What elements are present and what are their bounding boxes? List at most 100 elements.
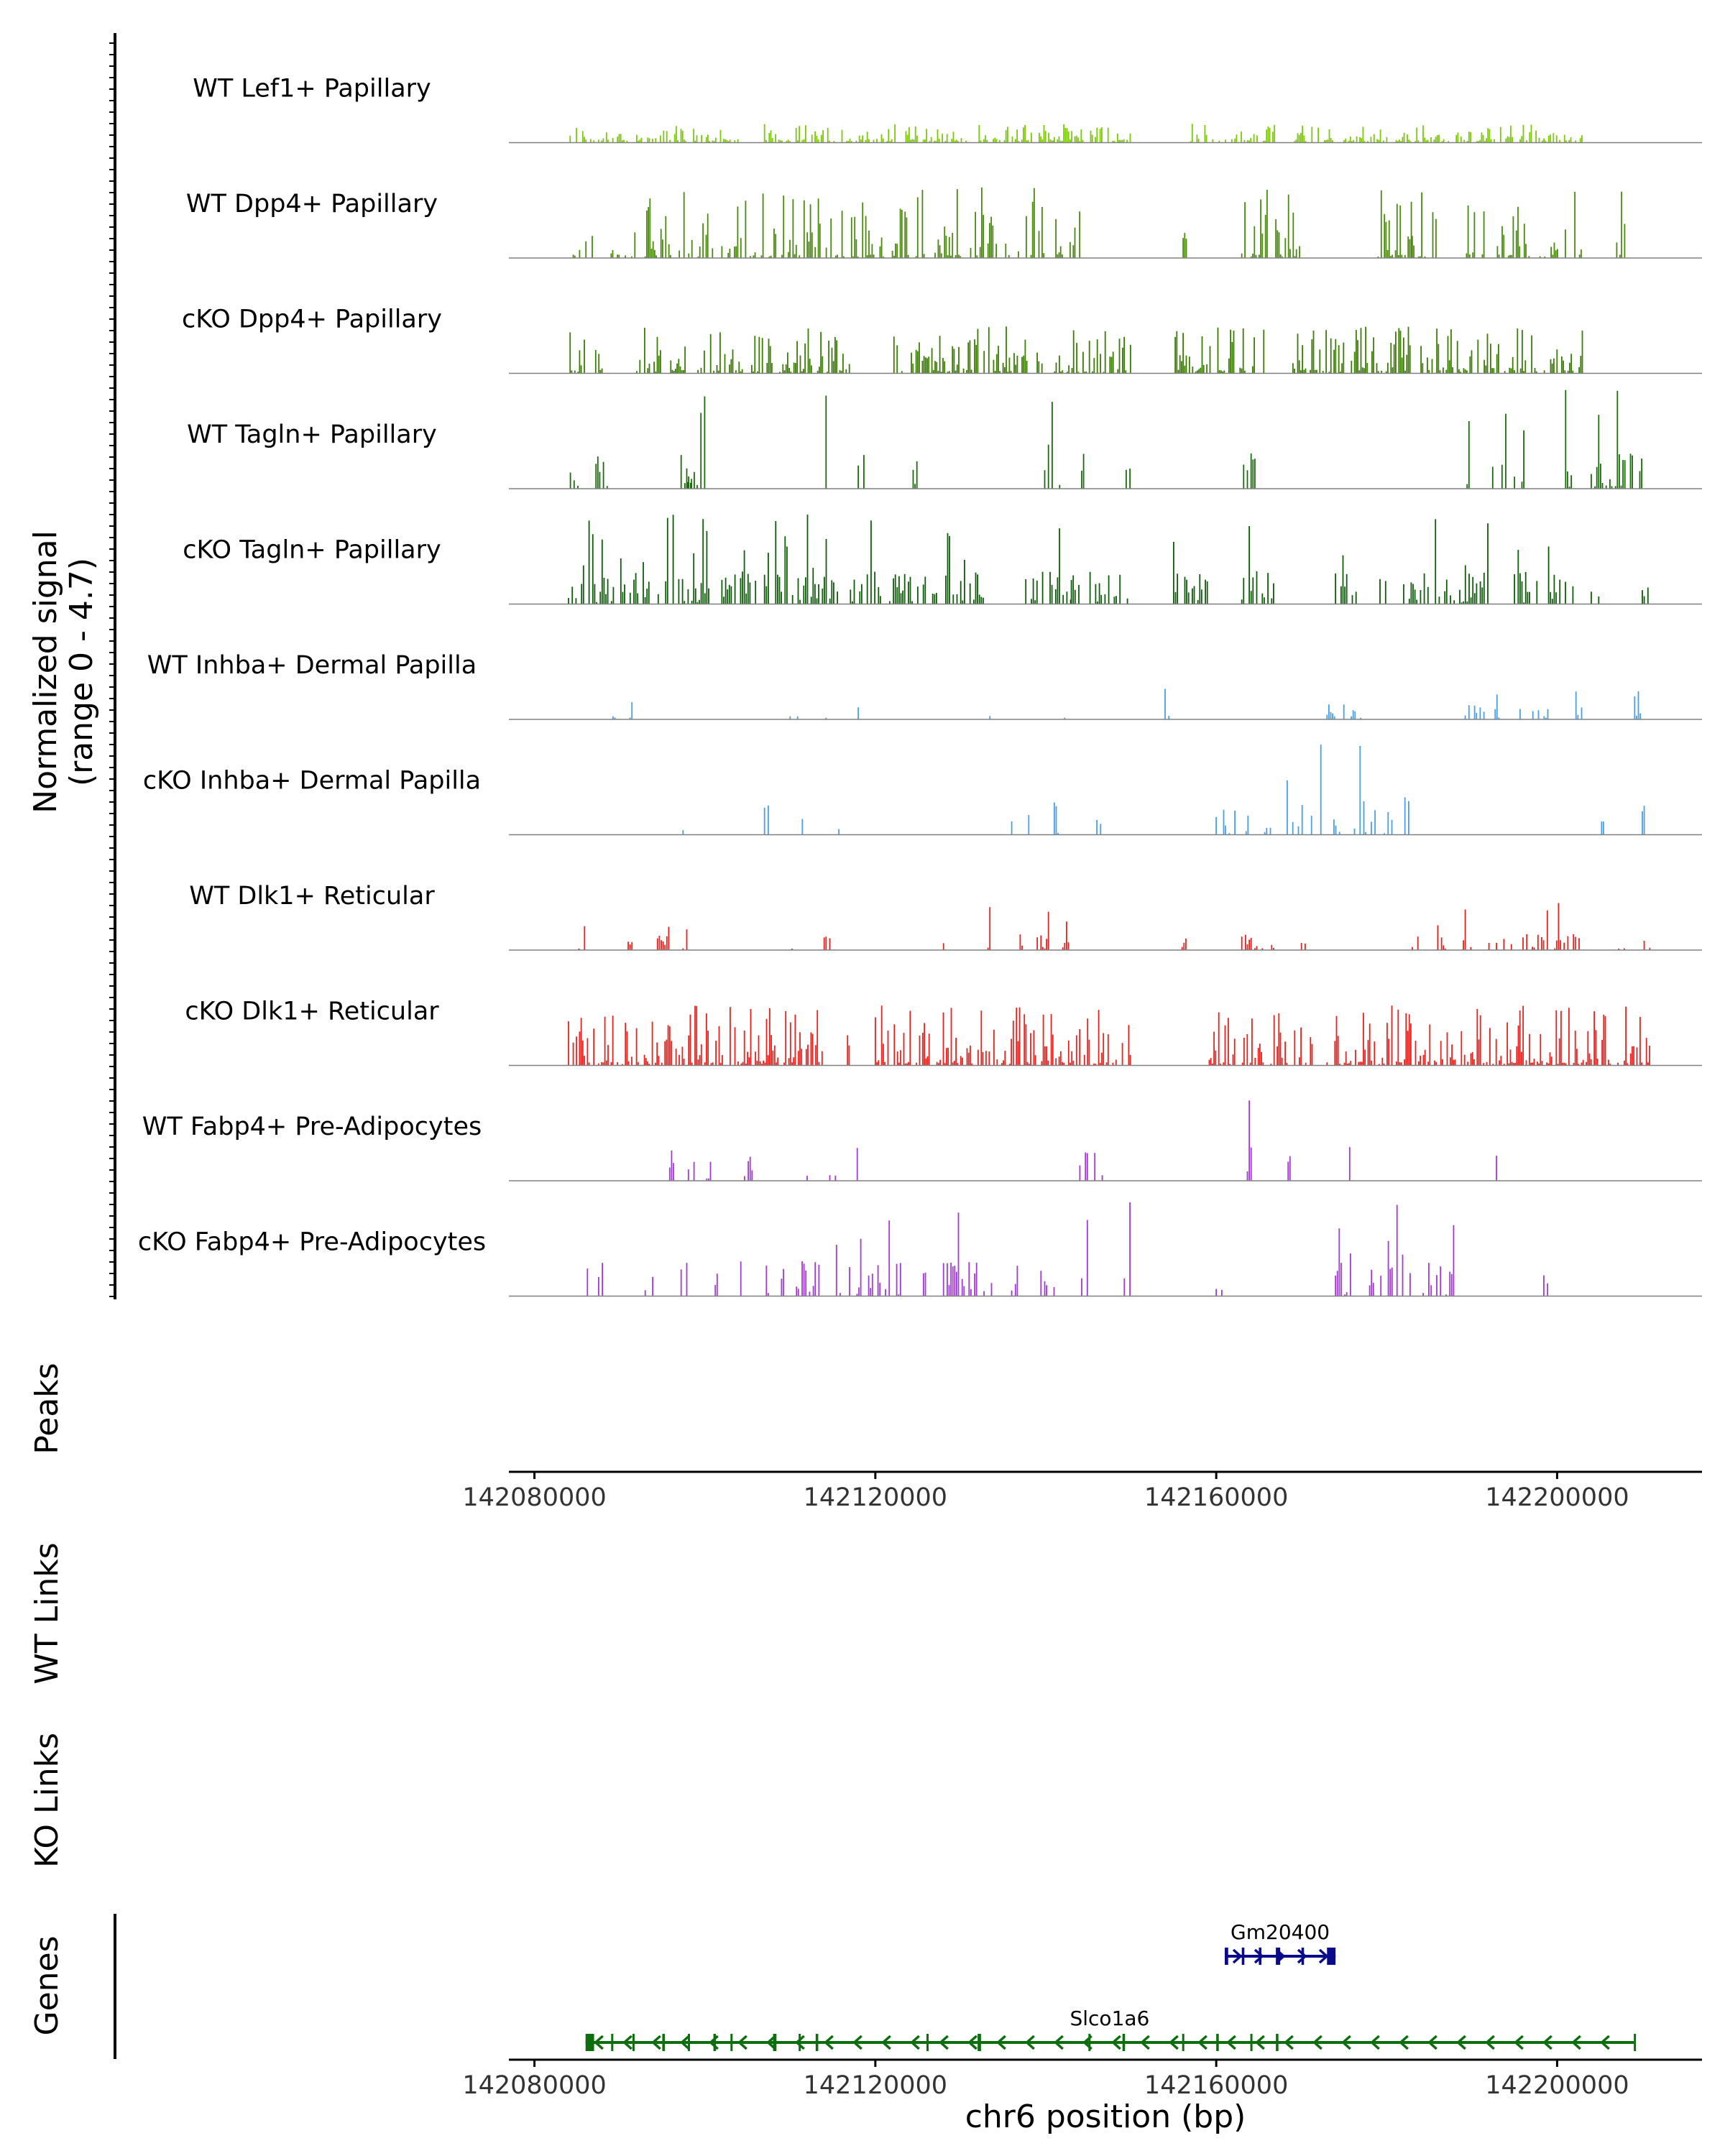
coverage-tracks: WT Lef1+ Papillary WT Dpp4+ Papillary cKO … — [138, 75, 1702, 1297]
gene-exon — [730, 2034, 733, 2051]
track-0: WT Lef1+ Papillary — [193, 75, 1702, 144]
coverage-signal — [1464, 694, 1500, 719]
coverage-signal — [569, 472, 579, 489]
strand-arrow — [1399, 2035, 1409, 2050]
coverage-signal — [1287, 1156, 1291, 1181]
coverage-signal — [1326, 1005, 1650, 1066]
coverage-signal — [1126, 468, 1131, 489]
coverage-signal — [1642, 806, 1645, 835]
coverage-signal — [886, 124, 967, 143]
x-tick-label: 142160000 — [1144, 1483, 1288, 1512]
coverage-signal — [1215, 745, 1409, 835]
track-label: cKO Dlk1+ Reticular — [185, 998, 439, 1026]
strand-arrow — [1318, 1948, 1329, 1964]
coverage-signal — [1036, 911, 1049, 950]
strand-arrow — [1312, 2035, 1322, 2050]
gene-Slco1a6: Slco1a6 — [585, 2007, 1637, 2051]
coverage-signal — [595, 456, 608, 489]
coverage-signal — [1081, 453, 1085, 489]
strand-arrow — [1341, 2035, 1351, 2050]
strand-arrow — [910, 2035, 920, 2050]
track-label: cKO Tagln+ Papillary — [183, 536, 441, 565]
genes-label: Genes — [29, 1935, 65, 2035]
coverage-signal — [847, 1035, 850, 1066]
gene-exon — [1276, 1948, 1281, 1965]
coverage-signal — [680, 455, 695, 489]
coverage-y-label-line1: Normalized signal — [27, 530, 64, 814]
peaks-label: Peaks — [29, 1363, 65, 1454]
coverage-signal — [714, 1273, 718, 1296]
strand-arrow — [1284, 2035, 1294, 2050]
coverage-signal — [636, 328, 661, 374]
strand-arrow — [1514, 2035, 1524, 2050]
coverage-signal — [636, 126, 739, 143]
coverage-signal — [1062, 921, 1070, 950]
track-label: WT Dlk1+ Reticular — [189, 882, 435, 911]
track-5: WT Inhba+ Dermal Papilla — [147, 651, 1702, 720]
track-label: WT Tagln+ Papillary — [187, 420, 437, 449]
coverage-signal — [578, 926, 586, 950]
coverage-signal — [1496, 206, 1530, 258]
coverage-signal — [682, 929, 688, 950]
coverage-signal — [891, 189, 962, 258]
coverage-signal — [923, 1272, 926, 1296]
x-tick-label: 142080000 — [462, 2071, 606, 2100]
coverage-signal — [893, 326, 1028, 374]
coverage-signal — [1055, 211, 1080, 258]
coverage-signal — [1054, 802, 1059, 835]
strand-arrow — [852, 2035, 862, 2050]
coverage-signal — [1539, 191, 1582, 258]
gene-exon — [773, 2034, 777, 2051]
gene-exon — [688, 2034, 690, 2051]
coverage-signal — [744, 1156, 753, 1181]
gene-exon — [799, 2034, 801, 2051]
strand-arrow — [1111, 2035, 1121, 2050]
coverage-signal — [1182, 233, 1187, 258]
coverage-signal — [1488, 939, 1512, 950]
track-label: WT Fabp4+ Pre-Adipocytes — [142, 1112, 482, 1141]
x-tick-label: 142160000 — [1144, 2071, 1288, 2100]
coverage-signal — [1466, 205, 1485, 258]
coverage-signal — [1294, 125, 1333, 143]
gene-label: Gm20400 — [1230, 1920, 1330, 1944]
coverage-signal — [763, 515, 984, 604]
coverage-signal — [1070, 571, 1128, 604]
coverage-signal — [912, 461, 918, 489]
coverage-signal — [706, 1161, 712, 1181]
coverage-signal — [1208, 1012, 1313, 1066]
coverage-signal — [594, 350, 603, 374]
coverage-signal — [1241, 526, 1274, 604]
coverage-signal — [763, 124, 884, 143]
strand-arrow — [1232, 1948, 1243, 1964]
coverage-signal — [1532, 709, 1549, 719]
coverage-signal — [1642, 587, 1649, 604]
coverage-signal — [1514, 430, 1524, 489]
x-tick-label: 142200000 — [1485, 2071, 1629, 2100]
strand-arrow — [1140, 2035, 1150, 2050]
coverage-signal — [970, 187, 994, 258]
gene-exon — [1250, 2034, 1253, 2051]
track-9: WT Fabp4+ Pre-Adipocytes — [142, 1100, 1702, 1181]
strand-arrow — [1254, 1948, 1264, 1964]
strand-arrow — [967, 2035, 978, 2050]
gene-exon — [1301, 1948, 1305, 1965]
gene-label: Slco1a6 — [1070, 2007, 1149, 2030]
gene-exon — [1088, 2034, 1091, 2051]
coverage-signal — [568, 515, 709, 604]
strand-arrow — [881, 2035, 891, 2050]
strand-arrow — [1571, 2035, 1581, 2050]
track-6: cKO Inhba+ Dermal Papilla — [143, 745, 1702, 836]
gene-exon — [1182, 2034, 1184, 2051]
track-label: WT Dpp4+ Papillary — [186, 190, 438, 218]
coverage-signal — [773, 1010, 823, 1066]
coverage-signal — [586, 1263, 603, 1296]
coverage-signal — [1591, 390, 1642, 489]
strand-arrow — [1169, 2035, 1179, 2050]
strand-arrow — [594, 2035, 604, 2050]
coverage-signal — [1396, 1204, 1430, 1296]
coverage-signal — [1335, 1228, 1351, 1296]
coverage-signal — [1300, 943, 1306, 950]
coverage-signal — [644, 1276, 653, 1296]
coverage-signal — [1054, 124, 1131, 143]
coverage-signal — [569, 332, 585, 374]
